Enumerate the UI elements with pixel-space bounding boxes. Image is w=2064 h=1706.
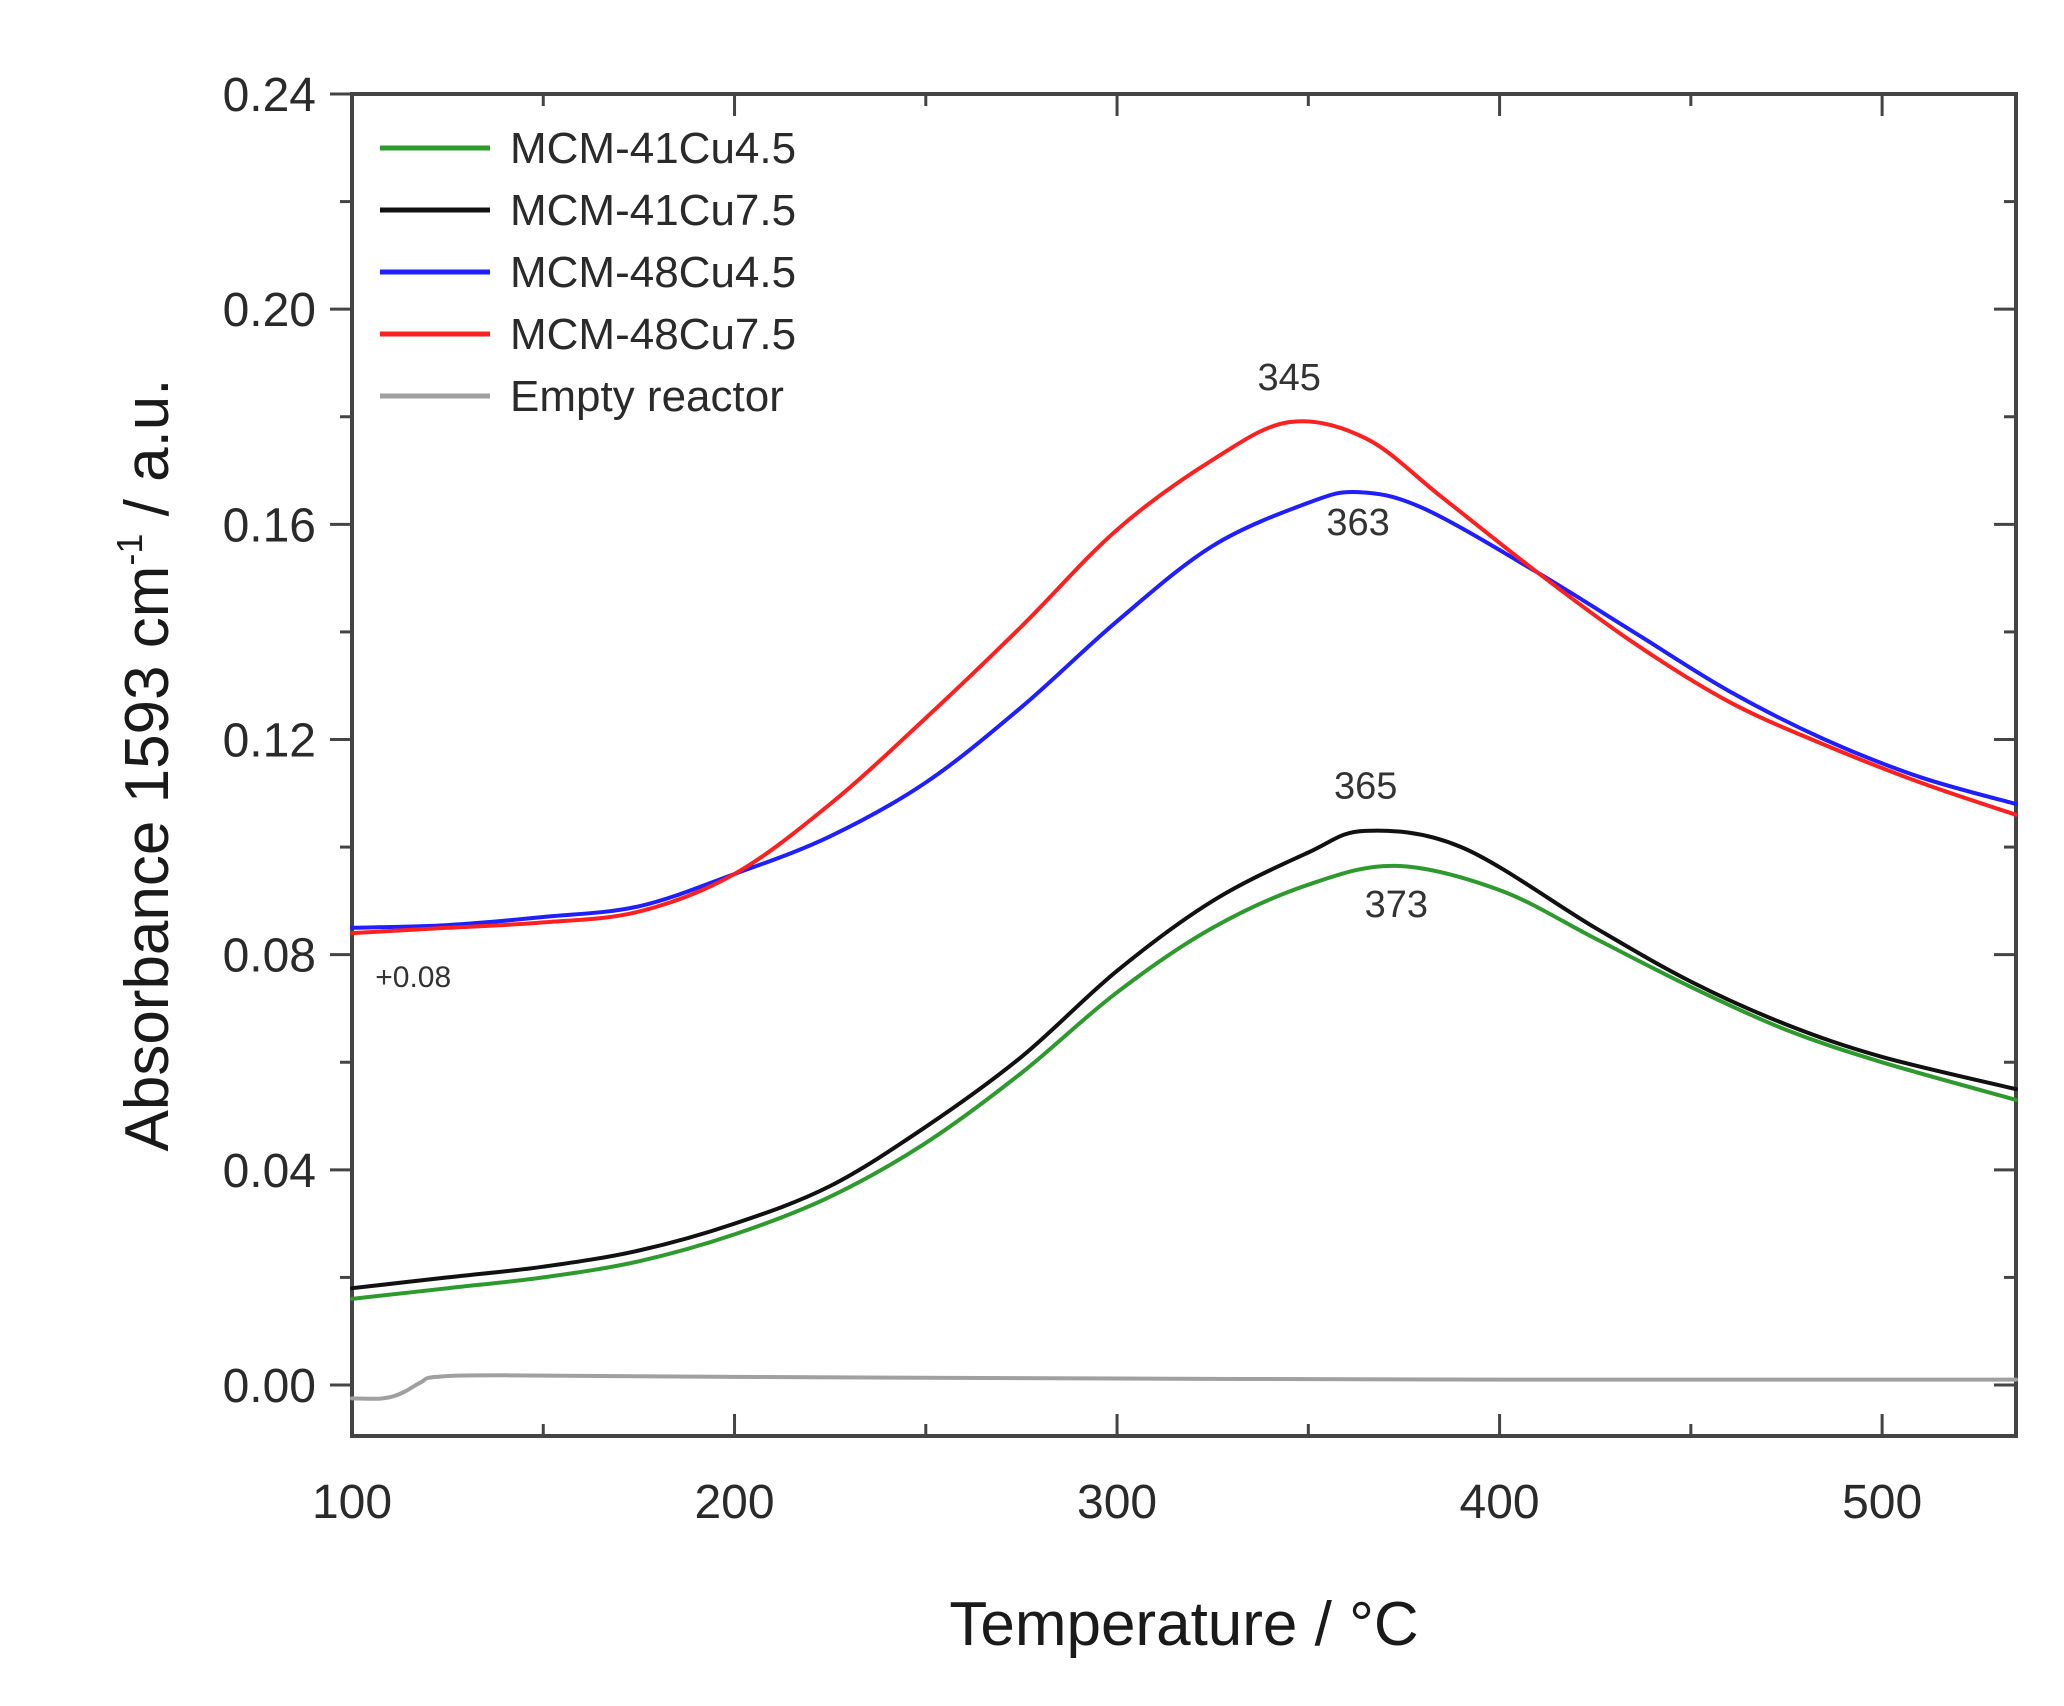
peak-label: 345 — [1257, 357, 1320, 399]
x-tick-label: 100 — [312, 1476, 392, 1529]
x-tick-label: 400 — [1460, 1476, 1540, 1529]
series-line-mcm-48cu4-5 — [350, 489, 2018, 930]
peak-label: 365 — [1334, 766, 1397, 808]
series-line-empty-reactor — [350, 1373, 2018, 1401]
legend-label: MCM-41Cu4.5 — [510, 124, 796, 173]
series-layer — [350, 419, 2018, 1401]
series-line-mcm-48cu7-5 — [350, 419, 2018, 936]
legend-label: MCM-48Cu7.5 — [510, 310, 796, 359]
y-tick-label: 0.00 — [223, 1360, 316, 1413]
y-axis-title-tail: / a.u. — [113, 378, 182, 533]
x-tick-label: 300 — [1077, 1476, 1157, 1529]
series-line-mcm-41cu7-5 — [350, 828, 2018, 1291]
y-axis-title-main: Absorbance 1593 cm — [113, 566, 182, 1152]
y-tick-label: 0.04 — [223, 1145, 316, 1198]
y-tick-label: 0.08 — [223, 930, 316, 983]
y-tick-label: 0.24 — [223, 69, 316, 122]
x-axis-title: Temperature / °C — [949, 1590, 1418, 1659]
plot-frame — [350, 92, 2018, 1438]
y-axis-title: Absorbance 1593 cm-1 / a.u. — [109, 378, 182, 1151]
series-line-mcm-41cu4-5 — [350, 863, 2018, 1301]
y-axis-ticks: 0.00 0.04 0.08 0.12 0.16 0.20 0.24 — [223, 69, 2016, 1413]
legend-label: MCM-41Cu7.5 — [510, 186, 796, 235]
y-axis-title-superscript: -1 — [109, 534, 150, 566]
offset-label: +0.08 — [375, 961, 451, 994]
x-tick-label: 200 — [694, 1476, 774, 1529]
y-tick-label: 0.20 — [223, 284, 316, 337]
peak-label: 363 — [1326, 502, 1389, 544]
peak-label: 373 — [1365, 884, 1428, 926]
legend: MCM-41Cu4.5 MCM-41Cu7.5 MCM-48Cu4.5 MCM-48C… — [380, 124, 796, 421]
legend-label: Empty reactor — [510, 372, 784, 421]
x-axis-ticks: 100 200 300 400 500 — [312, 94, 1922, 1529]
legend-label: MCM-48Cu4.5 — [510, 248, 796, 297]
x-tick-label: 500 — [1842, 1476, 1922, 1529]
annotation-layer: 345 363 365 373 +0.08 — [375, 357, 1428, 994]
y-tick-label: 0.12 — [223, 715, 316, 768]
y-tick-label: 0.16 — [223, 499, 316, 552]
